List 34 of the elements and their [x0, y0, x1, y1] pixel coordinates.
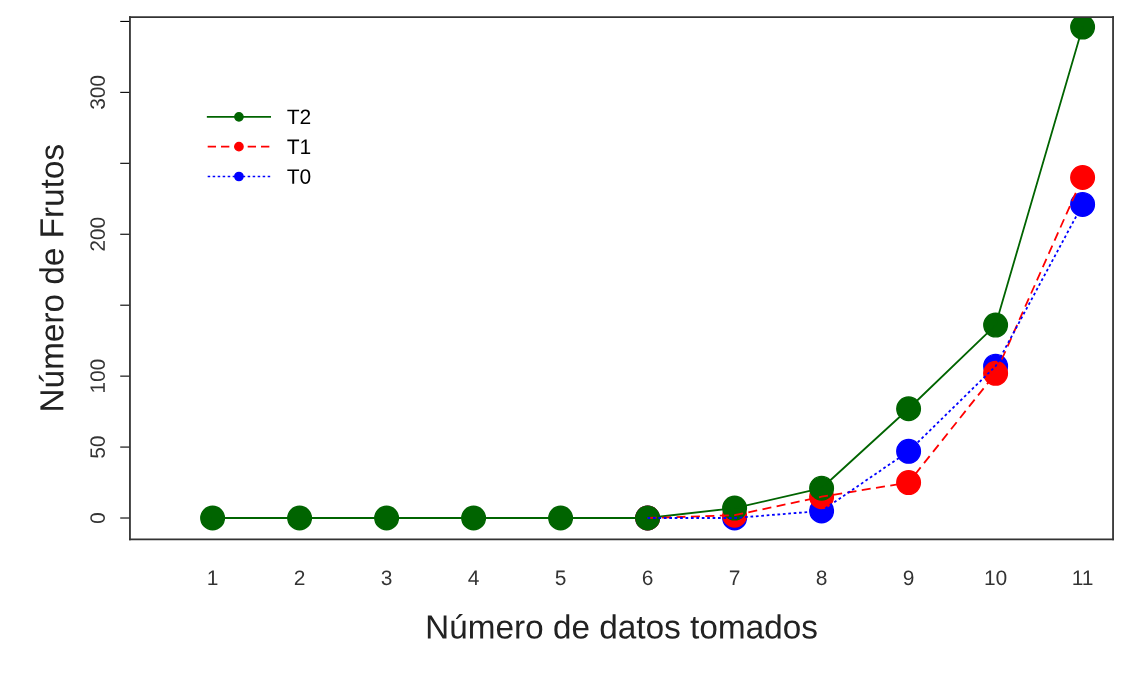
- x-tick-label: 1: [208, 570, 218, 585]
- point: [461, 505, 487, 531]
- x-tick-label: 5: [555, 570, 566, 586]
- point: [1070, 191, 1096, 217]
- x-tick-label: 4: [468, 570, 479, 585]
- y-tick-label: 300: [90, 75, 105, 109]
- y-tick-label: 200: [90, 217, 105, 251]
- point: [896, 470, 922, 496]
- point: [548, 505, 574, 531]
- x-tick-label: 6: [642, 570, 653, 586]
- point: [896, 396, 922, 422]
- legend-label: T1: [287, 139, 311, 154]
- x-tick-label: 8: [816, 570, 827, 586]
- point: [983, 312, 1009, 338]
- x-tick-label: 10: [985, 570, 1007, 586]
- y-axis-title: Número de Frutos: [38, 145, 64, 410]
- point: [287, 505, 313, 531]
- point: [983, 360, 1009, 386]
- legend-label: T2: [287, 109, 311, 125]
- point: [1070, 17, 1096, 40]
- point: [1070, 164, 1096, 191]
- legend-label: T0: [287, 169, 311, 184]
- x-tick-label: 3: [381, 570, 392, 586]
- point: [374, 505, 400, 531]
- point: [896, 438, 922, 464]
- x-axis-title: Número de datos tomados: [427, 613, 817, 639]
- x-tick-label: 11: [1073, 570, 1093, 585]
- x-tick-label: 2: [294, 570, 305, 585]
- x-tick-label: 9: [903, 570, 914, 586]
- y-tick-label: 50: [90, 436, 105, 458]
- point: [200, 505, 226, 531]
- y-tick-label: 0: [90, 513, 105, 523]
- y-tick-label: 100: [90, 359, 105, 392]
- x-tick-label: 7: [729, 570, 740, 585]
